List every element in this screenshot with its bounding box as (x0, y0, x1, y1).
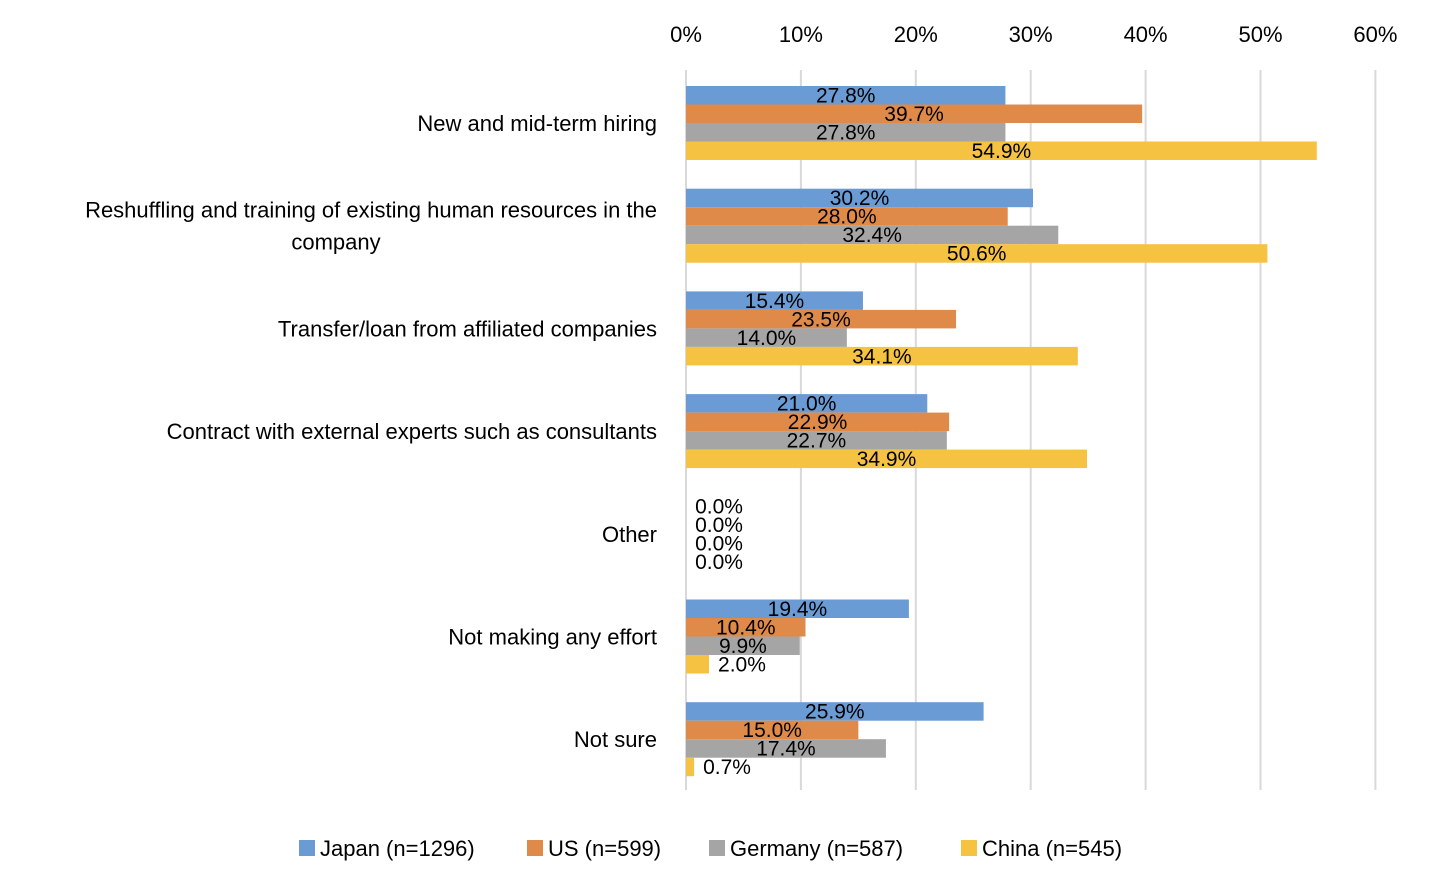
bar (686, 757, 695, 777)
x-tick-label: 20% (894, 22, 938, 47)
category-label: Not making any effort (448, 625, 657, 650)
data-label: 0.0% (695, 532, 743, 555)
category-label: New and mid-term hiring (417, 111, 657, 136)
data-labels: 27.8% 30.2% 15.4% 21.0% 0.0% 19.4% 25.9% 39.7% 2… (695, 85, 1031, 780)
bar (686, 431, 947, 450)
x-tick-label: 50% (1238, 22, 1282, 47)
bar (686, 244, 1268, 263)
data-label: 39.7% (884, 103, 944, 126)
bar (686, 655, 709, 674)
legend-swatch (527, 840, 543, 856)
data-label: 28.0% (817, 206, 877, 229)
legend-label: China (n=545) (982, 836, 1122, 861)
x-tick-label: 60% (1353, 22, 1397, 47)
bar (686, 141, 1317, 160)
x-axis-ticks: 0% 10% 20% 30% 40% 50% 60% (670, 22, 1397, 47)
legend-label: US (n=599) (548, 836, 661, 861)
data-label: 2.0% (718, 654, 766, 677)
legend-label: Germany (n=587) (730, 836, 903, 861)
data-label: 25.9% (805, 701, 865, 724)
category-label: Other (602, 522, 657, 547)
data-label: 0.0% (695, 495, 743, 518)
legend: Japan (n=1296) US (n=599) Germany (n=587) C… (299, 836, 1122, 861)
legend-swatch (709, 840, 725, 856)
bar (686, 412, 950, 432)
data-label: 30.2% (830, 187, 890, 210)
data-label: 15.0% (742, 719, 802, 742)
data-label: 9.9% (719, 635, 767, 658)
bar (686, 449, 1088, 469)
data-label: 0.0% (695, 514, 743, 537)
bar (686, 618, 806, 637)
data-label: 34.9% (857, 448, 917, 471)
data-label: 22.7% (787, 430, 847, 453)
data-label: 50.6% (947, 243, 1007, 266)
legend-swatch (961, 840, 977, 856)
data-label: 32.4% (842, 224, 902, 247)
bar (686, 720, 859, 740)
data-label: 0.7% (703, 756, 751, 779)
bar (686, 309, 957, 329)
bar (686, 346, 1078, 366)
data-label: 27.8% (816, 85, 876, 108)
bar (686, 123, 1006, 142)
bar (686, 86, 1006, 105)
data-label: 10.4% (716, 617, 776, 640)
data-label: 23.5% (791, 308, 851, 331)
category-label: Contract with external experts such as c… (167, 419, 657, 444)
category-label: Transfer/loan from affiliated companies (278, 316, 657, 341)
category-label: Reshuffling and training of existing hum… (85, 198, 657, 223)
x-tick-label: 10% (779, 22, 823, 47)
data-label: 17.4% (756, 738, 816, 761)
bar (686, 104, 1143, 123)
bar (686, 207, 1008, 226)
data-label: 21.0% (777, 393, 837, 416)
bar (686, 739, 886, 758)
bar (686, 291, 863, 310)
data-label: 0.0% (695, 551, 743, 574)
data-label: 27.8% (816, 122, 876, 145)
data-label: 14.0% (737, 327, 797, 350)
bar (686, 328, 847, 347)
data-label: 22.9% (788, 411, 848, 434)
category-label: company (291, 230, 380, 255)
category-labels: New and mid-term hiring Reshuffling and t… (85, 111, 657, 752)
bar (686, 599, 909, 618)
data-label: 19.4% (768, 598, 828, 621)
bar (686, 225, 1059, 245)
bar (686, 188, 1033, 208)
legend-swatch (299, 840, 315, 856)
bars (686, 86, 1317, 777)
bar (686, 636, 800, 655)
data-label: 15.4% (745, 290, 805, 313)
bar (686, 394, 928, 413)
data-label: 54.9% (972, 140, 1032, 163)
x-tick-label: 40% (1124, 22, 1168, 47)
bar (686, 702, 984, 721)
x-tick-label: 30% (1009, 22, 1053, 47)
category-label: Not sure (574, 727, 657, 752)
x-tick-label: 0% (670, 22, 702, 47)
data-label: 34.1% (852, 345, 912, 368)
legend-label: Japan (n=1296) (320, 836, 475, 861)
